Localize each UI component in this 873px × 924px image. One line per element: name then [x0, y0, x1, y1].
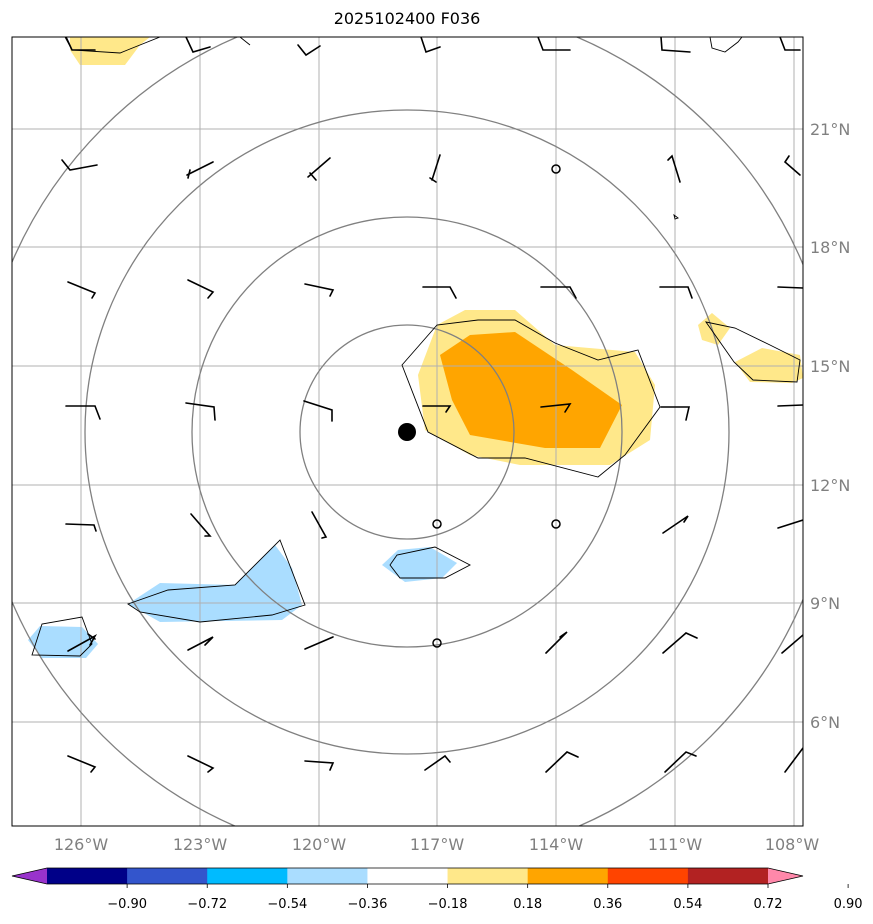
lat-label: 12°N [810, 476, 850, 495]
lat-label: 9°N [810, 594, 840, 613]
lat-label: 18°N [810, 238, 850, 257]
colorbar-outline [11, 867, 804, 885]
range-rings [12, 37, 803, 826]
colorbar-extend-low [12, 868, 47, 884]
colorbar-segment [367, 868, 449, 884]
positive-anomaly-shading [70, 37, 803, 465]
colorbar-tick-label: −0.36 [348, 897, 388, 912]
colorbar-segment [127, 868, 208, 884]
colorbar-tick-label: 0.54 [673, 897, 702, 912]
colorbar-segment [287, 868, 368, 884]
lon-label: 114°W [529, 835, 584, 854]
colorbar-segment [447, 868, 529, 884]
lat-label: 6°N [810, 713, 840, 732]
lon-label: 123°W [173, 835, 228, 854]
colorbar-tick-label: −0.72 [187, 897, 227, 912]
map-plot-area [12, 37, 803, 826]
storm-center-marker [398, 423, 416, 441]
lon-label: 111°W [648, 835, 703, 854]
lon-label: 117°W [410, 835, 465, 854]
wind-barbs [61, 37, 803, 773]
lon-label: 126°W [54, 835, 109, 854]
lon-label: 108°W [765, 835, 820, 854]
map-frame [11, 36, 804, 827]
longitude-labels: 126°W 123°W 120°W 117°W 114°W 111°W 108°… [54, 835, 820, 854]
colorbar-segment [527, 868, 609, 884]
colorbar-segment [207, 868, 288, 884]
map-title: 2025102400 F036 [333, 9, 481, 28]
colorbar-segment [687, 868, 769, 884]
lat-label: 15°N [810, 357, 850, 376]
colorbar-tick-label: 0.72 [754, 897, 783, 912]
colorbar-segment [607, 868, 689, 884]
lon-label: 120°W [292, 835, 347, 854]
colorbar-tick-label: −0.18 [428, 897, 468, 912]
lat-label: 21°N [810, 120, 850, 139]
colorbar-tick-label: −0.54 [267, 897, 307, 912]
colorbar-segment [47, 868, 128, 884]
colorbar: −0.90 −0.72 −0.54 −0.36 −0.18 0.18 0.36 0.54 0.7… [11, 867, 863, 912]
colorbar-tick-label: −0.90 [107, 897, 147, 912]
latitude-labels: 21°N 18°N 15°N 12°N 9°N 6°N [810, 120, 850, 732]
contour-outlines [31, 37, 801, 657]
colorbar-tick-label: 0.36 [593, 897, 622, 912]
calm-wind-markers [432, 164, 561, 648]
colorbar-tick-label: 0.18 [513, 897, 542, 912]
colorbar-extend-high [768, 868, 803, 884]
colorbar-tick-label: 0.90 [834, 897, 863, 912]
